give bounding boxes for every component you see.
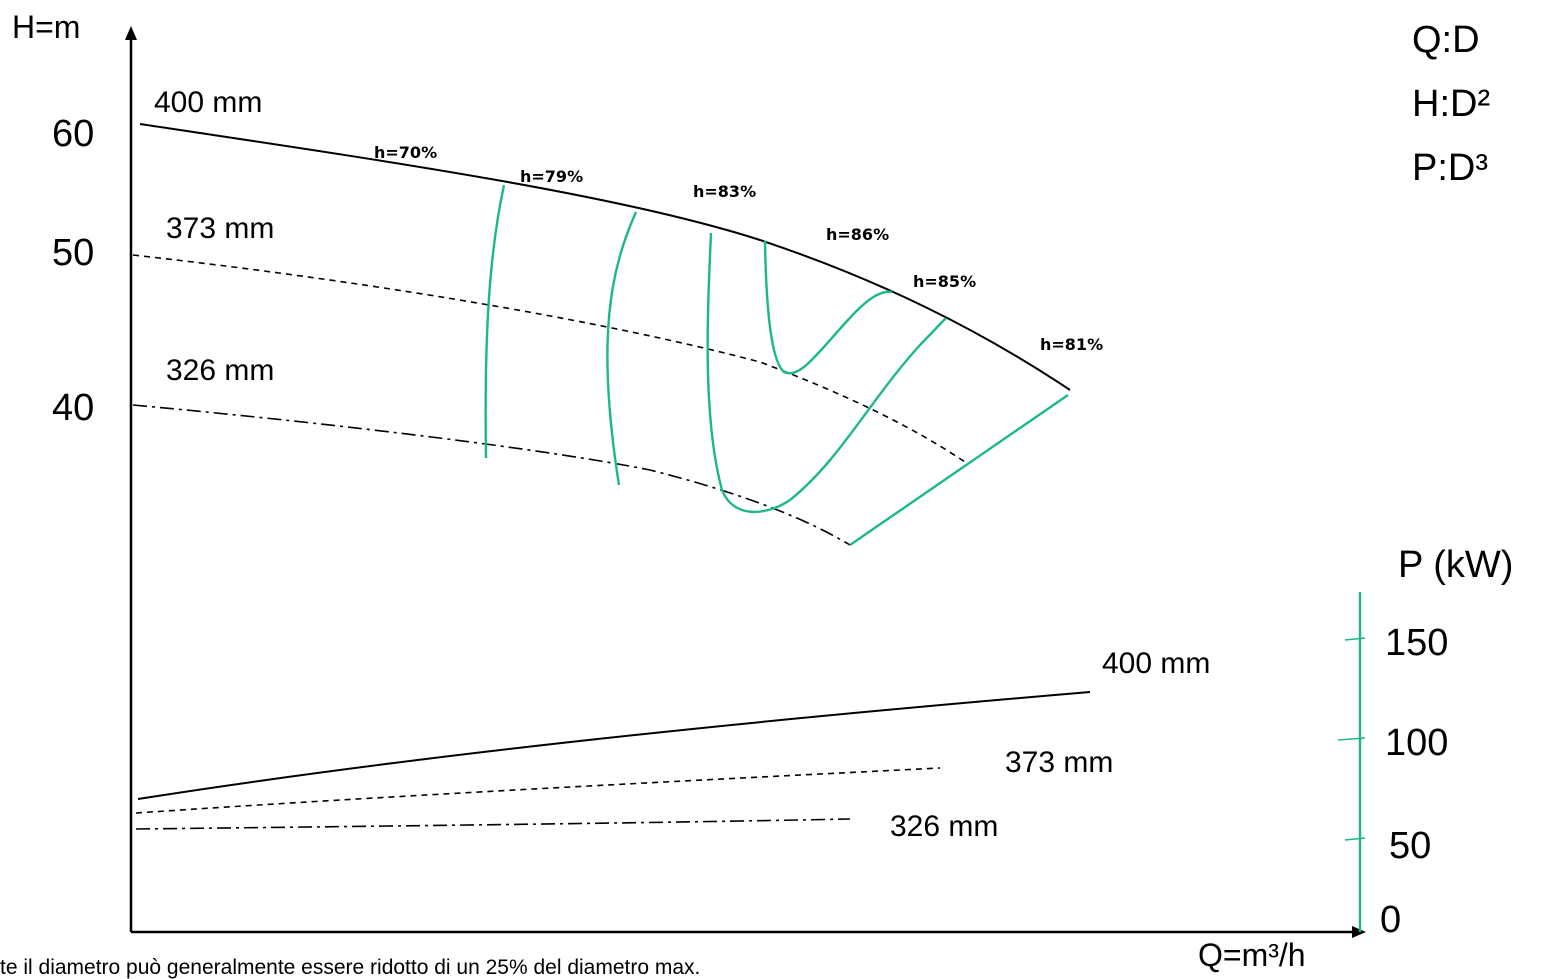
power-tick-label: 100 (1385, 722, 1448, 764)
efficiency-curve-81 (849, 394, 1069, 546)
power-curve-label: 326 mm (890, 810, 998, 843)
head-curve-label: 400 mm (154, 86, 262, 119)
power-curve-label: 400 mm (1102, 647, 1210, 680)
power-curve-373 (135, 767, 941, 814)
footnote: te il diametro può generalmente essere r… (0, 956, 700, 979)
scaling-law: H:D² (1412, 83, 1490, 125)
y-axis-arrow (125, 26, 137, 40)
efficiency-curve-70 (484, 184, 506, 459)
power-tick (1344, 637, 1366, 641)
efficiency-label: h=79% (520, 167, 583, 186)
efficiency-curve-86 (763, 240, 893, 375)
efficiency-curves (484, 184, 1069, 546)
power-tick-label: 150 (1385, 622, 1448, 664)
power-curve-400 (137, 691, 1091, 800)
y-tick-label: 40 (52, 387, 94, 429)
scaling-law: P:D³ (1412, 147, 1488, 189)
power-curve-326 (135, 818, 851, 830)
power-tick (1344, 837, 1366, 841)
power-tick-label: 50 (1389, 825, 1431, 867)
scaling-law: Q:D (1412, 19, 1480, 61)
head-curve-400 (139, 123, 1071, 391)
head-curve-326 (132, 404, 851, 546)
power-axis-label: P (kW) (1398, 544, 1513, 586)
head-curve-label: 326 mm (166, 354, 274, 387)
efficiency-label: h=81% (1040, 335, 1103, 354)
power-tick (1337, 737, 1366, 741)
y-tick-label: 50 (52, 232, 94, 274)
efficiency-label: h=70% (374, 143, 437, 162)
x-axis-label: Q=m³/h (1198, 937, 1306, 973)
efficiency-label: h=85% (913, 272, 976, 291)
power-tick-label: 0 (1380, 899, 1401, 941)
efficiency-curve-83 (706, 232, 947, 514)
efficiency-curve-79 (606, 211, 638, 486)
head-curve-label: 373 mm (166, 212, 274, 245)
efficiency-label: h=83% (693, 182, 756, 201)
y-tick-label: 60 (52, 113, 94, 155)
head-curve-373 (132, 254, 966, 463)
y-axis-label: H=m (12, 9, 80, 45)
power-curve-label: 373 mm (1005, 746, 1113, 779)
efficiency-label: h=86% (826, 225, 889, 244)
